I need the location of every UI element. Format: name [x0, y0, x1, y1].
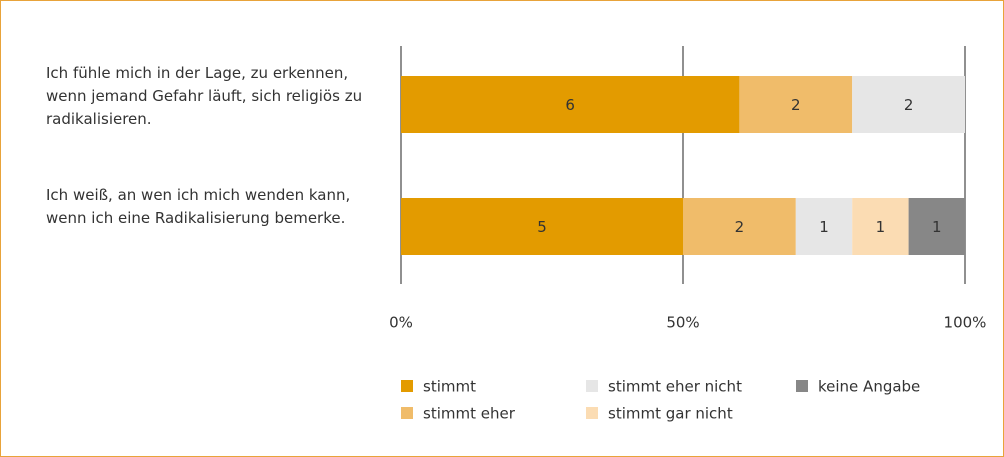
legend-label: stimmt gar nicht [608, 405, 733, 423]
bar-segment [739, 76, 853, 133]
bar-segment [852, 198, 909, 255]
bar-segment [908, 198, 965, 255]
legend-label: stimmt eher nicht [608, 378, 742, 396]
legend-label: stimmt eher [423, 405, 516, 423]
bar-segment [683, 198, 796, 255]
legend-label: keine Angabe [818, 378, 920, 396]
data-label: 1 [876, 218, 886, 236]
legend-swatch [586, 380, 598, 392]
data-label: 5 [537, 218, 547, 236]
x-tick-label: 50% [666, 314, 699, 332]
bar-segment [852, 76, 965, 133]
data-label: 2 [904, 96, 914, 114]
bar-segment [401, 76, 740, 133]
data-label: 1 [932, 218, 942, 236]
category-label: Ich fühle mich in der Lage, zu erkennen,… [46, 64, 363, 128]
bar-segment [401, 198, 683, 255]
data-label: 6 [565, 96, 575, 114]
data-label: 1 [819, 218, 829, 236]
data-label: 2 [791, 96, 801, 114]
legend-swatch [401, 407, 413, 419]
legend-swatch [796, 380, 808, 392]
category-label: Ich weiß, an wen ich mich wenden kann, w… [46, 186, 351, 227]
x-tick-label: 0% [389, 314, 413, 332]
legend-swatch [401, 380, 413, 392]
legend-label: stimmt [423, 378, 476, 396]
data-label: 2 [735, 218, 745, 236]
x-tick-label: 100% [944, 314, 987, 332]
legend-swatch [586, 407, 598, 419]
bar-segment [795, 198, 853, 255]
